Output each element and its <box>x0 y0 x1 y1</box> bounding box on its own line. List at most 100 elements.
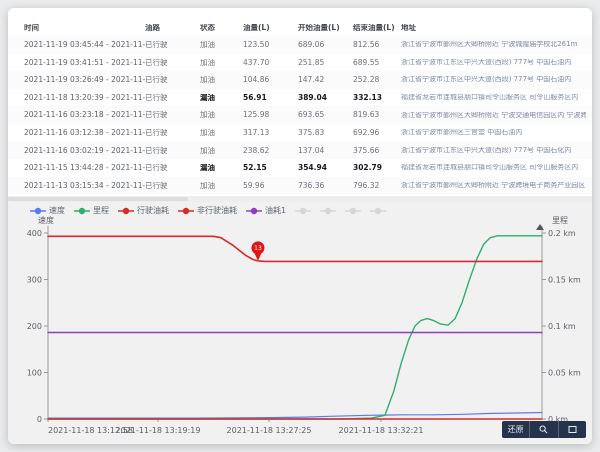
table-row[interactable]: 2021-11-16 03:23:18 - 2021-11-16 03:29:3… <box>8 106 592 124</box>
cell-address: 浙江省宁波市鄞州区三官堂 中国石油内 <box>401 129 523 137</box>
cell-status: 加油 <box>200 58 215 67</box>
cell-status: 加油 <box>200 146 215 155</box>
cell-amount: 59.96 <box>243 181 265 190</box>
legend-line-dot-icon <box>118 207 134 215</box>
event-pin[interactable]: 13 <box>251 241 265 261</box>
series-里程 <box>47 235 543 420</box>
cell-amount: 104.86 <box>243 76 270 84</box>
cell-end: 302.79 <box>353 164 382 172</box>
cell-circuit: 已行驶 <box>145 58 168 67</box>
table-row[interactable]: 2021-11-19 03:41:51 - 2021-11-19 03:43:4… <box>8 54 592 72</box>
cell-circuit: 已行驶 <box>145 164 168 172</box>
cell-status: 漏油 <box>200 164 215 172</box>
magnifier-icon[interactable] <box>529 421 557 438</box>
legend-label: 行驶油耗 <box>137 206 169 215</box>
legend-label: 里程 <box>93 206 109 215</box>
cell-time: 2021-11-15 13:44:28 - 2021-11-15 13:45:4… <box>24 164 145 172</box>
pin-tail <box>253 251 262 261</box>
scrollbar-thumb[interactable] <box>8 197 188 201</box>
cell-address: 福建省龙岩市连城县朋口镇司令山服务区 司令山服务区内 <box>401 94 579 102</box>
legend-item-非行驶油耗[interactable]: 非行驶油耗 <box>178 207 237 215</box>
legend-item-disabled[interactable] <box>345 207 362 215</box>
table-row[interactable]: 2021-11-15 13:44:28 - 2021-11-15 13:45:4… <box>8 159 592 177</box>
cell-amount: 125.98 <box>243 111 270 119</box>
cell-amount: 238.62 <box>243 146 270 155</box>
cell-start: 736.36 <box>298 181 325 190</box>
cell-status: 加油 <box>200 111 215 119</box>
frame-icon[interactable] <box>557 421 586 438</box>
legend-item-里程[interactable]: 里程 <box>74 207 109 215</box>
left-axis-title: 速度 <box>38 216 54 225</box>
cell-address: 浙江省宁波市鄞州区大卿桥附近 宁波交通电信园区内 宁波跨境电子商务产业园区西南1… <box>401 111 586 119</box>
x-tick-label: 2021-11-18 13:19:19 <box>116 426 201 435</box>
legend-line-dot-icon <box>295 207 312 215</box>
cell-time: 2021-11-19 03:26:49 - 2021-11-19 03:38:3… <box>24 76 145 84</box>
cell-status: 加油 <box>200 76 215 84</box>
left-tick-label: 0 <box>37 415 42 424</box>
x-tick-label: 2021-11-18 13:27:25 <box>227 426 312 435</box>
cell-status: 加油 <box>200 129 215 137</box>
cell-status: 加油 <box>200 41 215 49</box>
cell-end: 252.28 <box>353 76 380 84</box>
chart-toolbar: 还原 <box>502 421 586 438</box>
legend-item-油耗1[interactable]: 油耗1 <box>246 207 286 215</box>
legend-line-dot-icon <box>178 207 194 215</box>
cell-circuit: 已行驶 <box>145 41 168 49</box>
column-header: 状态 <box>200 24 215 32</box>
left-tick-label: 300 <box>27 276 42 285</box>
restore-button[interactable]: 还原 <box>507 425 524 434</box>
table-row[interactable]: 2021-11-19 03:45:44 - 2021-11-19 03:47:0… <box>8 36 592 54</box>
table-row[interactable]: 2021-11-19 03:26:49 - 2021-11-19 03:38:3… <box>8 71 592 89</box>
legend-line-dot-icon <box>320 207 337 215</box>
table-row[interactable]: 2021-11-16 03:12:38 - 2021-11-16 03:17:3… <box>8 124 592 142</box>
cell-start: 693.65 <box>298 111 325 119</box>
column-header: 结束油量(L) <box>353 24 395 32</box>
cell-address: 浙江省宁波市江东区中兴大道(西段) 777号 中国石油内 <box>401 76 572 84</box>
column-header: 时间 <box>24 24 39 32</box>
cell-amount: 123.50 <box>243 41 270 49</box>
legend-line-dot-icon <box>370 207 387 215</box>
legend-line-dot-icon <box>74 207 90 215</box>
legend-item-速度[interactable]: 速度 <box>30 207 65 215</box>
cell-end: 819.63 <box>353 111 380 119</box>
right-axis-title: 里程 <box>552 216 568 225</box>
cell-time: 2021-11-18 13:20:39 - 2021-11-18 13:22:5… <box>24 93 145 102</box>
cell-end: 692.96 <box>353 129 380 137</box>
cell-start: 251.85 <box>298 58 325 67</box>
cell-status: 加油 <box>200 181 215 190</box>
series-速度 <box>47 411 543 419</box>
cell-end: 689.55 <box>353 58 380 67</box>
cell-circuit: 已行驶 <box>145 129 168 137</box>
legend-item-disabled[interactable] <box>320 207 337 215</box>
legend-item-disabled[interactable] <box>370 207 387 215</box>
right-tick-label: 0 km <box>548 415 568 424</box>
cell-circuit: 已行驶 <box>145 76 168 84</box>
table-row[interactable]: 2021-11-16 03:02:19 - 2021-11-16 03:07:3… <box>8 141 592 160</box>
x-tick-label: 2021-11-18 13:12:58 <box>48 426 133 435</box>
cell-address: 浙江省宁波市鄞州区大卿桥附近 宁波跨境电子商务产业园区东514m <box>401 182 586 190</box>
axis-arrow-icon <box>536 224 544 230</box>
table-row[interactable]: 2021-11-18 13:20:39 - 2021-11-18 13:22:5… <box>8 89 592 107</box>
table-row[interactable]: 2021-11-13 03:15:34 - 2021-11-13 03:16:5… <box>8 176 592 195</box>
right-tick-label: 0.05 km <box>548 369 581 378</box>
right-tick-label: 0.2 km <box>548 229 576 238</box>
cell-address: 福建省龙岩市连城县朋口镇司令山服务区 司令山服务区内 <box>401 164 579 172</box>
left-tick-label: 200 <box>27 322 42 331</box>
fuel-chart-section: 速度 里程 行驶油耗 非行驶油耗 油耗1 速度 里程 400 300 200 100 0 0.2 … <box>8 202 592 444</box>
cell-start: 389.04 <box>298 93 327 102</box>
cell-time: 2021-11-16 03:02:19 - 2021-11-16 03:07:3… <box>24 146 145 155</box>
cell-start: 137.04 <box>298 146 325 155</box>
cell-time: 2021-11-19 03:41:51 - 2021-11-19 03:43:4… <box>24 58 145 67</box>
legend-item-行驶油耗[interactable]: 行驶油耗 <box>118 207 169 215</box>
table-horizontal-scrollbar[interactable] <box>8 196 592 202</box>
cell-circuit: 已行驶 <box>145 146 168 155</box>
legend-line-dot-icon <box>345 207 362 215</box>
column-header: 地址 <box>401 24 416 32</box>
pin-head <box>251 241 265 255</box>
cell-end: 812.56 <box>353 41 380 49</box>
cell-start: 375.83 <box>298 129 325 137</box>
cell-address: 浙江省宁波市江东区中兴大道(西段) 777号 中国石油内 <box>401 58 572 66</box>
legend-item-disabled[interactable] <box>295 207 312 215</box>
cell-address: 浙江省宁波市江东区中兴大道(西段) 777号 中国石化内 <box>401 146 572 154</box>
cell-address: 浙江省宁波市鄞州区大卿桥附近 宁波城隍庙学校北261m <box>401 41 578 49</box>
